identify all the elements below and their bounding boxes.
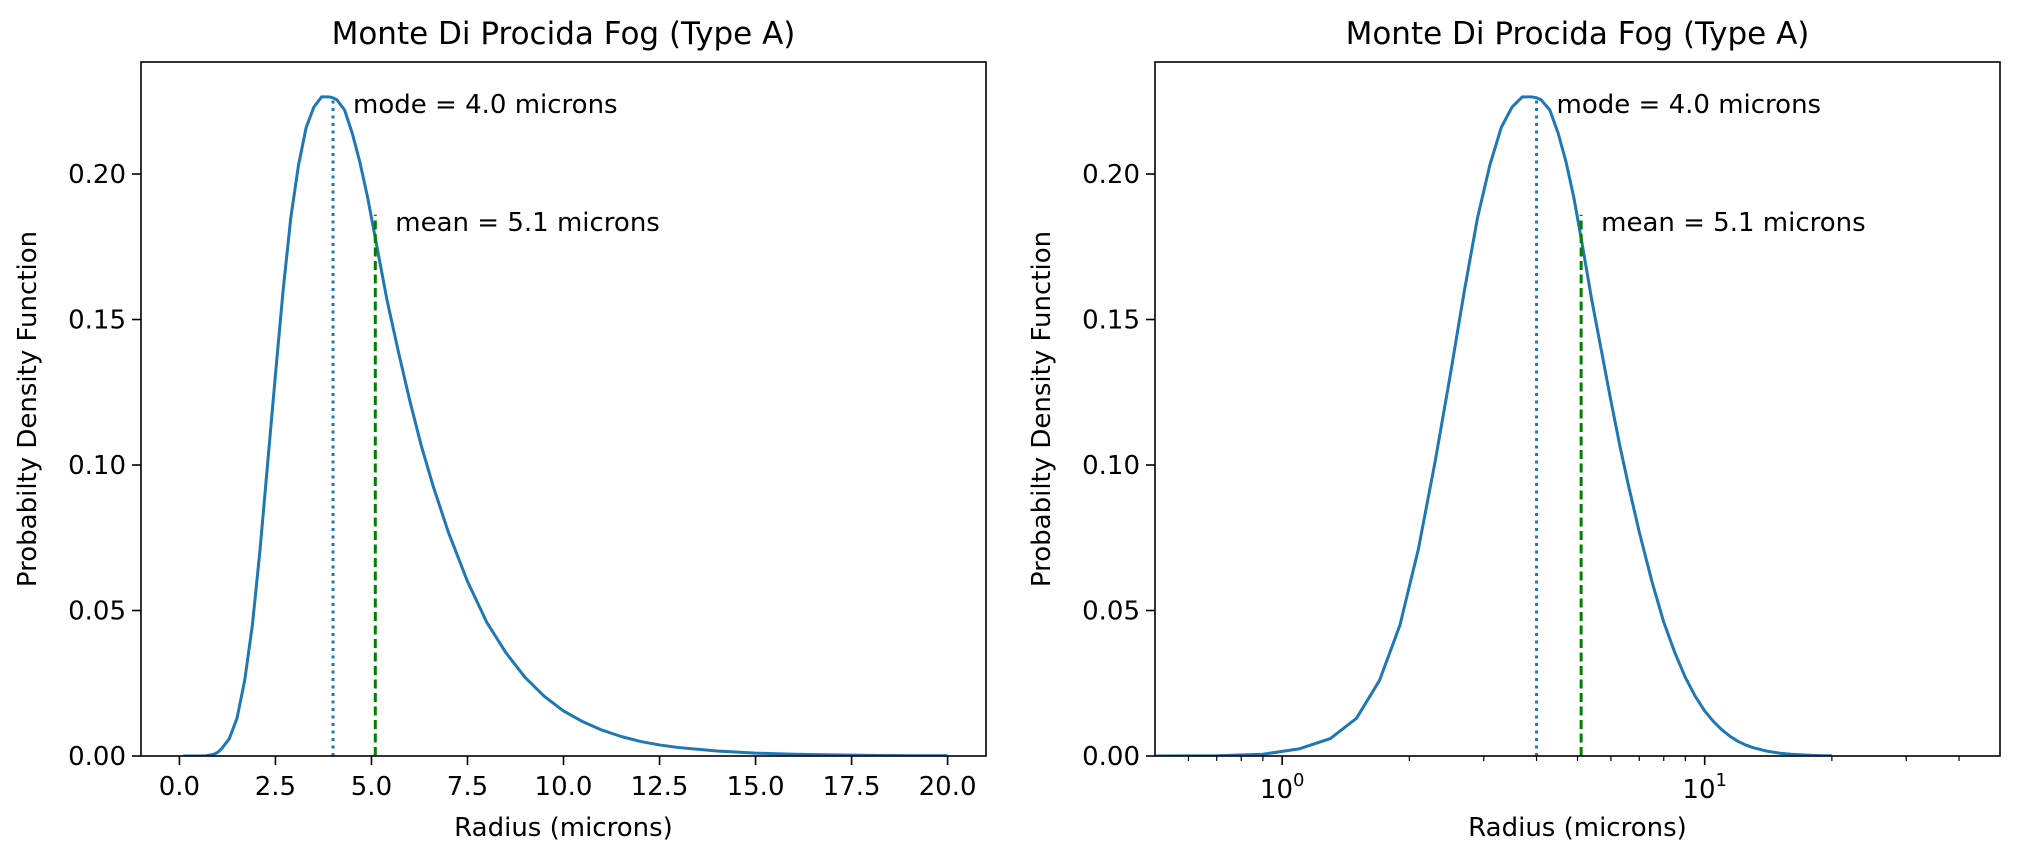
y-tick-label: 0.10 — [1082, 451, 1140, 481]
mean-label: mean = 5.1 microns — [1601, 208, 1866, 238]
x-tick-label: 100 — [1260, 770, 1305, 805]
pdf-curve — [1155, 95, 1832, 756]
y-axis-label: Probabilty Density Function — [1027, 231, 1057, 587]
x-tick-label: 20.0 — [919, 772, 977, 802]
x-axis-label: Radius (microns) — [1468, 813, 1687, 843]
mean-label: mean = 5.1 microns — [395, 208, 660, 238]
y-tick-label: 0.10 — [68, 451, 126, 481]
x-tick-label: 15.0 — [727, 772, 785, 802]
x-tick-label: 5.0 — [351, 772, 392, 802]
chart-title: Monte Di Procida Fog (Type A) — [332, 16, 796, 52]
y-tick-label: 0.20 — [68, 160, 126, 190]
y-tick-label: 0.05 — [1082, 597, 1140, 627]
chart-panel-2: mode = 4.0 microns mean = 5.1 microns 0.00… — [1027, 16, 2001, 843]
y-axis-label: Probabilty Density Function — [13, 231, 43, 587]
pdf-curve — [183, 95, 948, 756]
x-axis-label: Radius (microns) — [454, 813, 673, 843]
mode-label: mode = 4.0 microns — [1557, 90, 1822, 120]
x-tick-label: 12.5 — [631, 772, 689, 802]
axes-frame — [1154, 61, 2001, 757]
axes-frame — [140, 61, 987, 757]
y-tick-label: 0.15 — [68, 306, 126, 336]
y-tick-label: 0.20 — [1082, 160, 1140, 190]
x-tick-label: 7.5 — [447, 772, 488, 802]
y-tick-label: 0.15 — [1082, 306, 1140, 336]
x-tick-label: 101 — [1682, 770, 1727, 805]
y-tick-label: 0.05 — [68, 597, 126, 627]
x-tick-label: 17.5 — [823, 772, 881, 802]
chart-title: Monte Di Procida Fog (Type A) — [1346, 16, 1810, 52]
mode-label: mode = 4.0 microns — [353, 90, 618, 120]
x-tick-label: 10.0 — [535, 772, 593, 802]
y-tick-label: 0.00 — [68, 742, 126, 772]
y-tick-label: 0.00 — [1082, 742, 1140, 772]
x-tick-label: 2.5 — [255, 772, 296, 802]
x-tick-label: 0.0 — [159, 772, 200, 802]
